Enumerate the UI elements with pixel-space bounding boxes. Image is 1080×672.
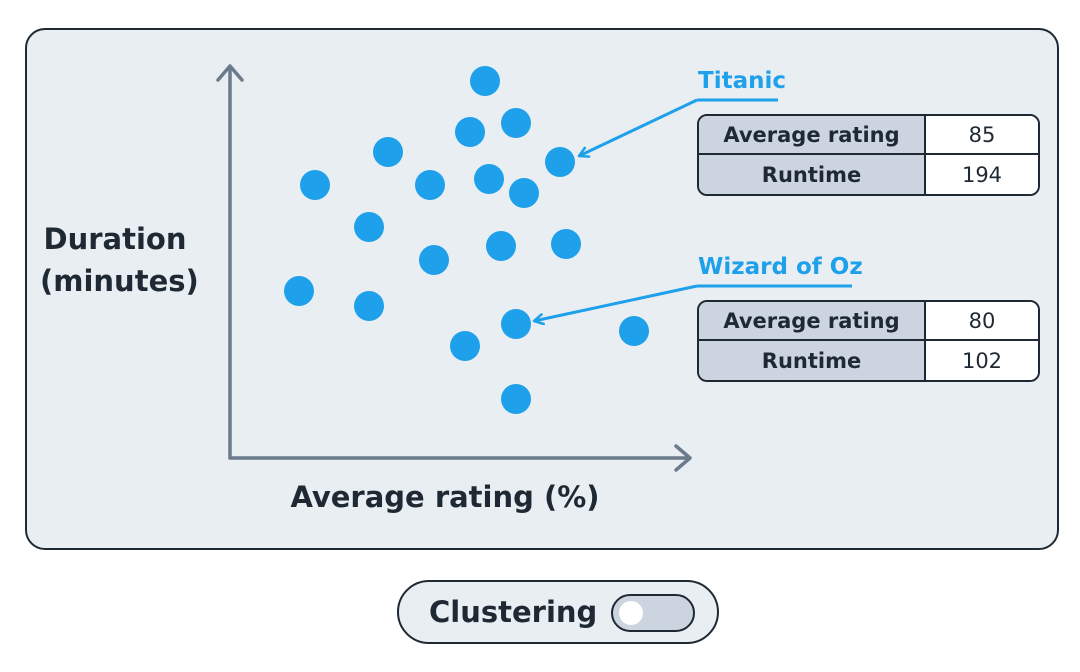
info-table-wizard-of-oz: Average rating 80 Runtime 102: [697, 300, 1040, 382]
table-row: Runtime 194: [699, 155, 1038, 194]
data-point[interactable]: [486, 231, 516, 261]
clustering-toggle-switch[interactable]: [611, 594, 695, 632]
axes: [216, 64, 692, 472]
toggle-knob[interactable]: [619, 601, 643, 625]
callout-title-wizard-of-oz: Wizard of Oz: [698, 254, 863, 280]
callout-title-titanic: Titanic: [698, 68, 786, 94]
table-value-cell: 194: [926, 155, 1038, 194]
table-row: Average rating 85: [699, 116, 1038, 155]
y-axis-label: Duration (minutes): [40, 218, 199, 302]
table-value-cell: 85: [926, 116, 1038, 155]
data-point[interactable]: [619, 316, 649, 346]
x-axis-arrowhead: [674, 444, 692, 472]
table-key-cell: Average rating: [699, 116, 926, 155]
data-point[interactable]: [470, 66, 500, 96]
data-point[interactable]: [501, 384, 531, 414]
x-axis-label: Average rating (%): [290, 480, 600, 514]
data-point[interactable]: [415, 170, 445, 200]
data-point[interactable]: [373, 137, 403, 167]
wizard-arrow: [534, 284, 698, 321]
data-point[interactable]: [551, 229, 581, 259]
table-row: Average rating 80: [699, 302, 1038, 341]
table-key-cell: Runtime: [699, 155, 926, 194]
clustering-toggle-container: Clustering: [397, 580, 719, 644]
data-point-wizard-of-oz[interactable]: [501, 309, 531, 339]
table-value-cell: 102: [926, 341, 1038, 380]
callout-connectors: [534, 98, 852, 321]
data-point[interactable]: [450, 331, 480, 361]
data-point[interactable]: [501, 108, 531, 138]
y-axis-arrowhead: [216, 64, 244, 82]
data-points: [284, 66, 649, 414]
data-point-titanic[interactable]: [545, 147, 575, 177]
data-point[interactable]: [284, 276, 314, 306]
y-axis-label-line2: (minutes): [40, 264, 199, 298]
data-point[interactable]: [354, 291, 384, 321]
table-key-cell: Runtime: [699, 341, 926, 380]
clustering-toggle-label: Clustering: [429, 595, 598, 629]
titanic-arrow: [579, 98, 698, 156]
table-row: Runtime 102: [699, 341, 1038, 380]
table-key-cell: Average rating: [699, 302, 926, 341]
y-axis-label-line1: Duration: [43, 222, 187, 256]
info-table-titanic: Average rating 85 Runtime 194: [697, 114, 1040, 196]
data-point[interactable]: [509, 178, 539, 208]
data-point[interactable]: [419, 245, 449, 275]
data-point[interactable]: [354, 212, 384, 242]
data-point[interactable]: [455, 117, 485, 147]
data-point[interactable]: [474, 164, 504, 194]
data-point[interactable]: [300, 170, 330, 200]
table-value-cell: 80: [926, 302, 1038, 341]
